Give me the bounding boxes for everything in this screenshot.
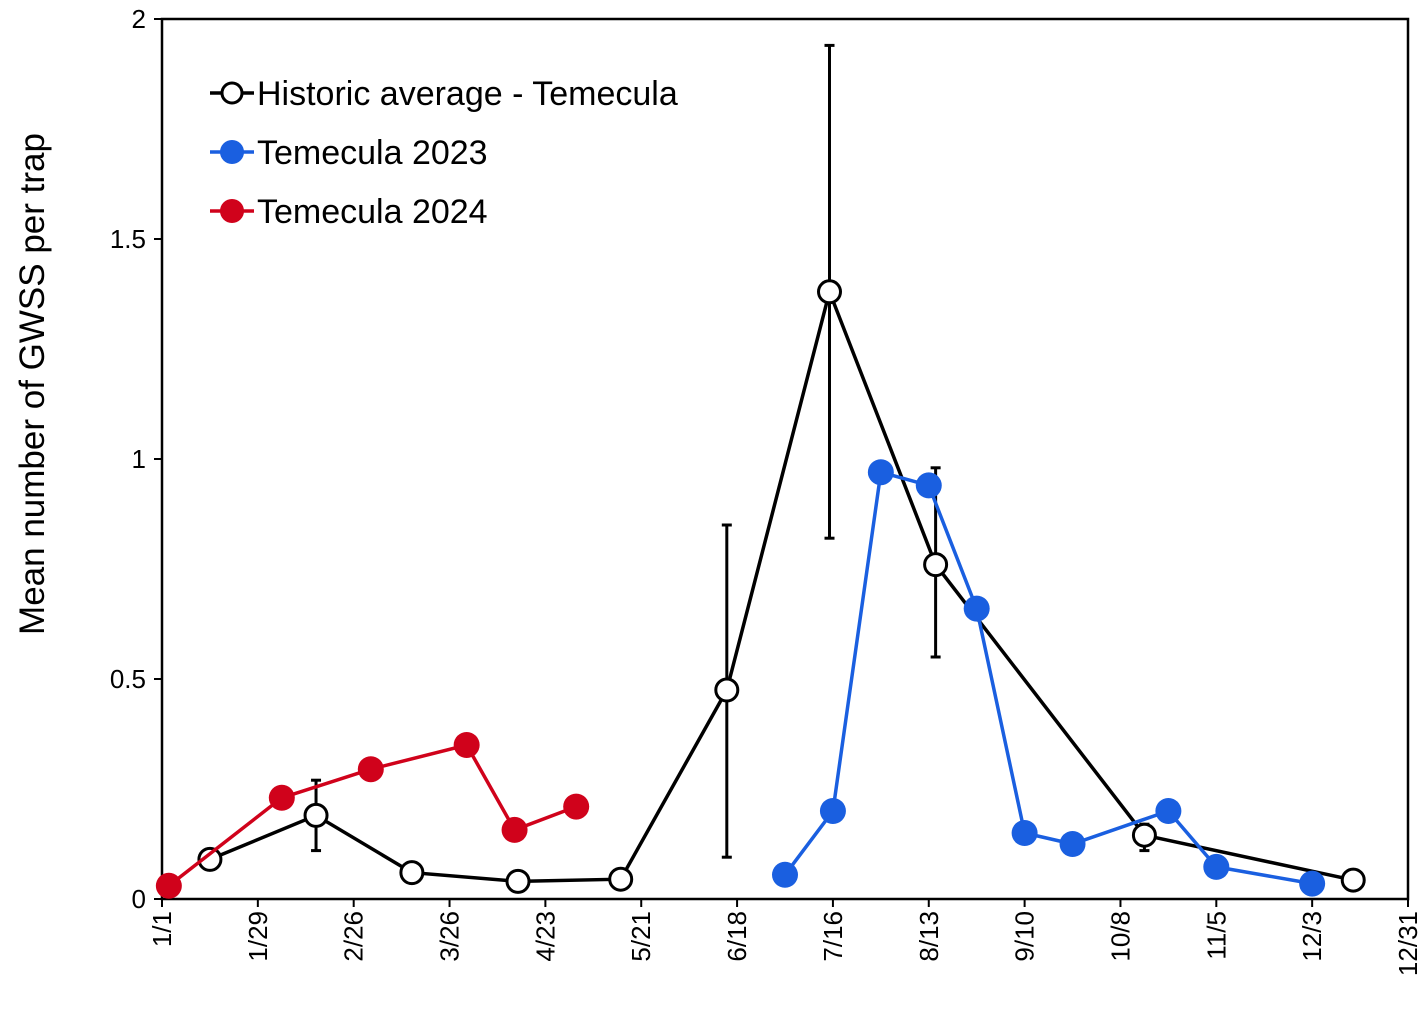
y-tick-label: 2	[132, 4, 146, 34]
data-point	[1203, 853, 1230, 880]
x-tick-label: 3/26	[435, 911, 465, 962]
x-tick-label: 7/16	[818, 911, 848, 962]
legend-marker	[220, 199, 244, 223]
data-point	[819, 798, 846, 824]
x-tick-label: 8/13	[914, 911, 944, 962]
data-point	[563, 793, 590, 820]
legend-item: Temecula 2024	[210, 193, 488, 231]
legend-marker	[220, 140, 244, 164]
data-point	[915, 472, 942, 499]
x-tick-label: 9/10	[1010, 911, 1040, 962]
legend-label: Historic average - Temecula	[257, 75, 678, 113]
x-tick-label: 2/26	[339, 911, 369, 962]
x-tick-label: 6/18	[722, 911, 752, 962]
x-tick-label: 1/1	[147, 911, 177, 947]
data-point	[1131, 822, 1157, 848]
legend: Historic average - Temecula Temecula 2023…	[210, 75, 678, 231]
data-point	[453, 732, 480, 758]
series-layer	[155, 43, 1366, 899]
y-tick-label: 0.5	[110, 664, 146, 694]
data-point	[303, 802, 329, 828]
data-point	[867, 459, 894, 486]
legend-marker	[220, 81, 244, 105]
data-point	[1155, 798, 1182, 824]
data-point	[268, 784, 295, 811]
x-tick-label: 1/29	[243, 911, 273, 962]
legend-label: Temecula 2023	[257, 134, 488, 172]
data-point	[817, 279, 842, 305]
x-tick-label: 4/23	[530, 911, 560, 962]
data-point	[197, 846, 223, 872]
data-point	[608, 866, 634, 892]
y-axis-label: Mean number of GWSS per trap	[13, 133, 52, 635]
data-point	[1011, 820, 1038, 846]
data-point	[772, 861, 798, 888]
data-point	[963, 595, 990, 622]
data-point	[399, 860, 425, 886]
legend-item: Temecula 2023	[210, 134, 488, 172]
data-point	[505, 868, 531, 894]
data-point	[155, 872, 182, 899]
series-1	[772, 459, 1326, 897]
data-point	[1299, 870, 1326, 897]
data-point	[1059, 831, 1086, 857]
y-tick-label: 1.5	[110, 224, 146, 254]
data-point	[501, 816, 528, 843]
data-point	[357, 756, 384, 783]
series-line	[783, 469, 1313, 886]
x-tick-label: 12/3	[1297, 911, 1327, 962]
x-axis: 1/1 1/29 2/26 3/26 4/23 5/21 6/18 7/16 8/13 9/10 1…	[147, 899, 1421, 976]
y-tick-label: 1	[132, 444, 146, 474]
series-line	[209, 286, 1354, 884]
data-point	[923, 552, 949, 578]
series-2	[155, 732, 590, 899]
x-tick-label: 12/31	[1393, 911, 1421, 976]
x-tick-label: 5/21	[626, 911, 656, 962]
y-tick-label: 0	[132, 884, 146, 914]
data-point	[714, 677, 740, 703]
y-axis: 0 0.5 1 1.5 2	[110, 4, 162, 914]
x-tick-label: 10/8	[1105, 911, 1135, 962]
legend-label: Temecula 2024	[257, 193, 488, 231]
legend-item: Historic average - Temecula	[210, 75, 678, 113]
x-tick-label: 11/5	[1201, 911, 1231, 960]
data-point	[1340, 867, 1366, 893]
